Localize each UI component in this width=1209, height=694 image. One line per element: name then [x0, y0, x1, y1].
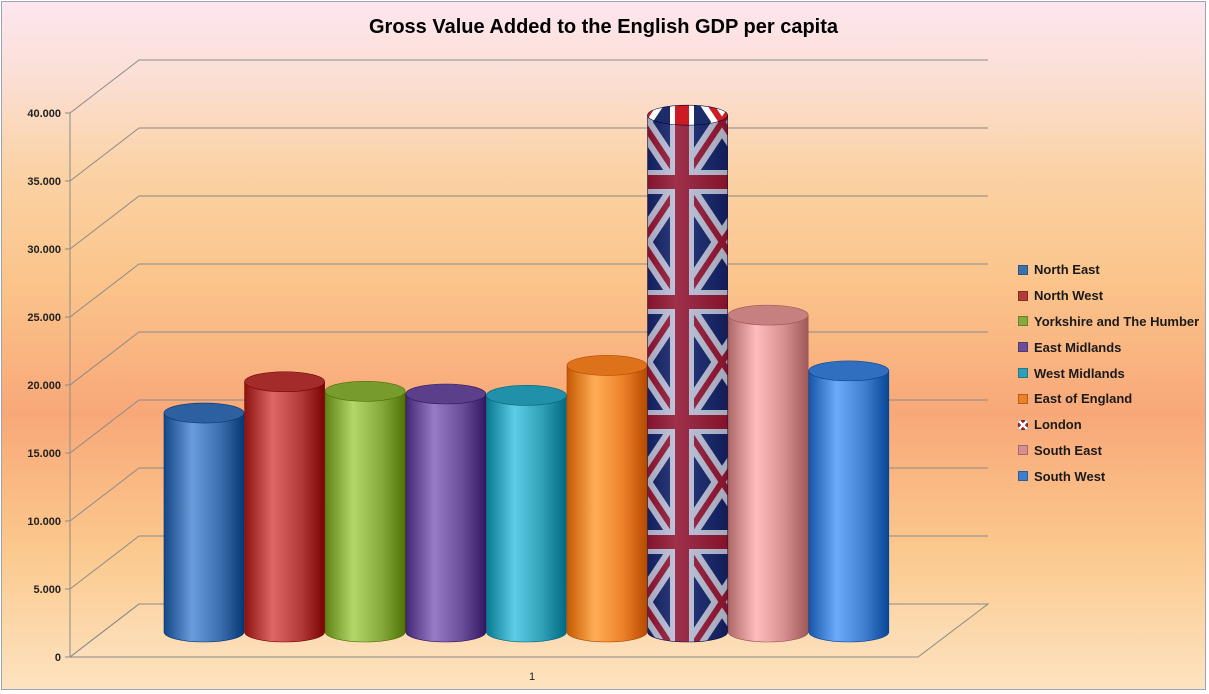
- bar-east-midlands: East Midlands: 17500: [405, 383, 487, 643]
- legend-label: South West: [1034, 468, 1106, 484]
- bar-east-of-england: East of England: 19600: [566, 355, 648, 643]
- bar-body: [727, 314, 809, 643]
- bar-body: [244, 381, 325, 643]
- x-tick-label: 1: [529, 671, 535, 683]
- y-tick-label: 15.000: [27, 448, 61, 460]
- bar-south-west: South West: 19200: [808, 360, 890, 643]
- legend-item: North West: [1018, 283, 1199, 309]
- legend-item: South West: [1018, 463, 1199, 489]
- bar-body: [566, 365, 648, 643]
- bar-south-east: South East: 23300: [727, 304, 809, 643]
- bar-north-east: North East: 16100: [163, 402, 245, 643]
- legend: North East North West Yorkshire and The Hu…: [1018, 257, 1199, 489]
- y-tick-label: 25.000: [27, 312, 61, 324]
- bar-shading: [647, 115, 728, 642]
- gridline: [69, 127, 988, 182]
- y-tick-label: 30.000: [27, 244, 61, 256]
- legend-item: Yorkshire and The Humber: [1018, 309, 1199, 335]
- legend-swatch: [1018, 316, 1028, 327]
- legend-swatch: [1018, 342, 1028, 353]
- legend-swatch: [1018, 368, 1028, 379]
- y-tick-label: 0: [55, 652, 61, 664]
- legend-swatch: [1018, 445, 1028, 456]
- bar-body: [486, 395, 567, 643]
- legend-swatch: [1018, 393, 1028, 404]
- legend-label: North East: [1034, 262, 1100, 278]
- legend-label: Yorkshire and The Humber: [1034, 313, 1200, 329]
- legend-swatch: [1018, 290, 1028, 301]
- legend-label: North West: [1034, 288, 1104, 304]
- legend-swatch: [1018, 264, 1028, 275]
- bar-top: [486, 385, 567, 406]
- y-tick-label: 20.000: [27, 380, 61, 392]
- bar-top: [324, 380, 406, 402]
- bar-top: [405, 383, 487, 405]
- gridline: [69, 263, 988, 318]
- y-tick-label: 10.000: [27, 516, 61, 528]
- bar-yorkshire-and-the-humber: Yorkshire and The Humber: 17700: [324, 380, 406, 643]
- bar-london: London: 38000: [647, 104, 728, 643]
- legend-swatch: [1018, 471, 1028, 482]
- legend-item: East of England: [1018, 386, 1199, 412]
- legend-item: London: [1018, 412, 1199, 438]
- bar-top: [163, 402, 245, 424]
- y-tick-label: 5.000: [33, 584, 61, 596]
- y-tick-label: 40.000: [27, 108, 61, 120]
- bar-west-midlands: West Midlands: 17400: [486, 385, 567, 643]
- legend-label: South East: [1034, 442, 1102, 458]
- legend-label: East of England: [1034, 391, 1133, 407]
- legend-item: West Midlands: [1018, 360, 1199, 386]
- bar-top: [727, 304, 809, 326]
- legend-item: East Midlands: [1018, 334, 1199, 360]
- bar-top: [808, 360, 890, 382]
- chart-title: Gross Value Added to the English GDP per…: [369, 16, 838, 38]
- bar-body: [808, 370, 890, 643]
- gridline: [69, 195, 988, 250]
- bar-body: [324, 390, 406, 643]
- union-flag-icon: [1018, 419, 1028, 430]
- legend-item: South East: [1018, 438, 1199, 464]
- legend-item: North East: [1018, 257, 1199, 283]
- legend-label: London: [1034, 417, 1082, 433]
- gridline: [69, 59, 988, 114]
- bar-top: [647, 104, 728, 126]
- bar-body: [405, 393, 487, 643]
- bar-top: [244, 371, 325, 393]
- legend-label: East Midlands: [1034, 339, 1122, 355]
- bar-body: [163, 412, 245, 643]
- bar-north-west: North West: 18400: [244, 371, 325, 643]
- y-tick-label: 35.000: [27, 176, 61, 188]
- bar-top: [566, 355, 648, 376]
- legend-label: West Midlands: [1034, 365, 1125, 381]
